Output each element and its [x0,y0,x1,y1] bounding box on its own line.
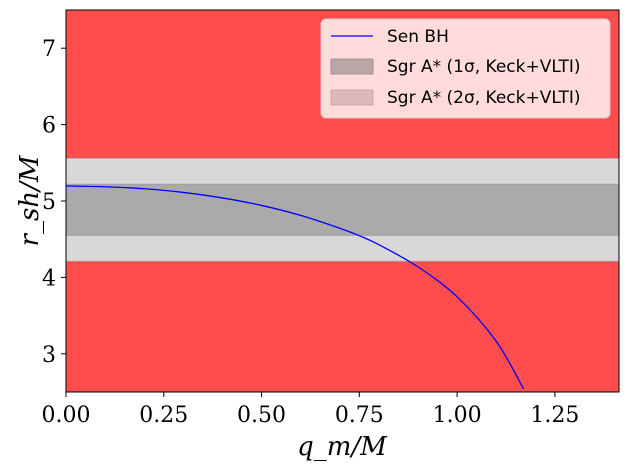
legend-label-1sigma: Sgr A* (1σ, Keck+VLTI) [387,57,581,77]
x-tick-label: 1.25 [530,403,579,428]
sen-bh-curve [66,185,525,390]
y-axis: 3 4 5 6 7 [42,37,66,368]
legend-label-sen-bh: Sen BH [387,27,449,47]
legend-label-2sigma: Sgr A* (2σ, Keck+VLTI) [387,88,581,108]
legend-box [320,18,611,119]
constraint-bands [66,157,619,262]
y-tick-label: 3 [42,343,56,368]
legend-patch-1sigma [330,58,374,75]
x-axis: 0.00 0.25 0.50 0.75 1.00 1.25 [42,392,579,428]
x-tick-label: 0.00 [42,403,91,428]
y-tick-label: 7 [42,37,56,62]
x-axis-label: q_m/M [297,432,388,462]
y-axis-label: r_sh/M [15,154,45,246]
x-tick-label: 1.00 [433,403,482,428]
x-tick-label: 0.50 [237,403,286,428]
y-tick-label: 5 [42,190,56,215]
x-tick-label: 0.25 [139,403,188,428]
legend: Sen BH Sgr A* (1σ, Keck+VLTI) Sgr A* (2σ… [320,18,611,119]
y-tick-label: 6 [42,114,56,139]
legend-patch-2sigma [330,89,374,106]
band-1sigma [66,183,619,236]
x-tick-label: 0.75 [335,403,384,428]
y-tick-label: 4 [42,266,56,291]
